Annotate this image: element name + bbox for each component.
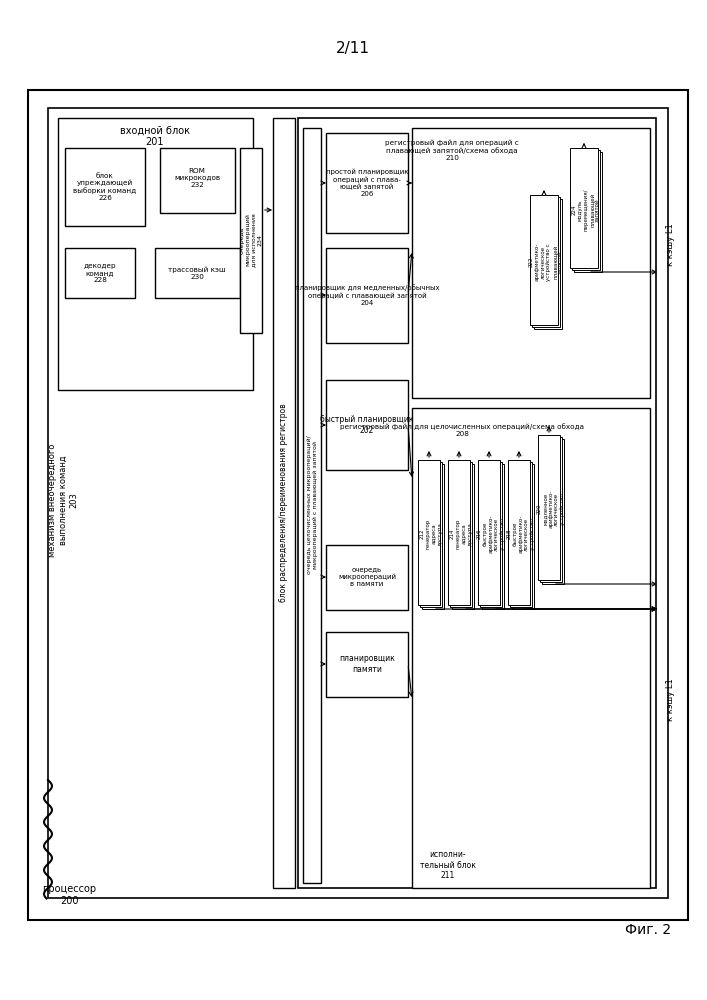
Bar <box>240 148 262 333</box>
Bar <box>480 462 502 607</box>
Bar <box>326 133 408 233</box>
Bar <box>448 460 470 605</box>
Bar <box>482 464 504 609</box>
Text: Фиг. 2: Фиг. 2 <box>625 923 671 937</box>
Text: регистровый файл для целочисленных операций/схема обхода
208: регистровый файл для целочисленных опера… <box>340 423 584 437</box>
Text: исполни-
тельный блок
211: исполни- тельный блок 211 <box>420 850 476 880</box>
Text: 220
медленное
арифметико-
логическое
устройство: 220 медленное арифметико- логическое уст… <box>537 490 565 528</box>
Bar <box>326 380 408 470</box>
Bar <box>422 464 444 609</box>
Bar <box>160 148 235 213</box>
Bar <box>420 462 442 607</box>
Bar <box>412 408 650 888</box>
Text: очередь целочисленных микроопераций/
микроопераций с плавающей запятой: очередь целочисленных микроопераций/ мик… <box>306 436 317 574</box>
Bar <box>510 462 532 607</box>
Text: к кэшу L1: к кэшу L1 <box>667 224 675 266</box>
Bar <box>572 150 600 270</box>
Bar <box>538 435 560 580</box>
Text: входной блок
201: входной блок 201 <box>120 125 190 147</box>
Text: очередь
микроопераций
для исполнения
234: очередь микроопераций для исполнения 234 <box>240 213 262 267</box>
Text: механизм внеочередного
выполнения команд
203: механизм внеочередного выполнения команд… <box>48 443 78 557</box>
Text: 212
генератор
адреса
доступа: 212 генератор адреса доступа <box>420 519 442 549</box>
Text: 2/11: 2/11 <box>336 40 370 55</box>
Bar <box>303 128 321 883</box>
Bar <box>273 118 295 888</box>
Bar <box>326 545 408 610</box>
Text: простой планировщик
операций с плава-
ющей запятой
206: простой планировщик операций с плава- ющ… <box>326 169 408 197</box>
Bar <box>326 632 408 697</box>
Text: 218
быстрое
арифметико-
логическое
устройство: 218 быстрое арифметико- логическое устро… <box>507 515 535 553</box>
Bar <box>65 148 145 226</box>
Bar <box>540 437 562 582</box>
Bar <box>530 195 558 325</box>
Text: блок распределения/переименования регистров: блок распределения/переименования регист… <box>279 404 288 602</box>
Bar <box>418 460 440 605</box>
Bar <box>412 128 650 398</box>
Bar <box>542 439 564 584</box>
Bar <box>570 148 598 268</box>
Text: планировщик для медленных/обычных
операций с плавающей запятой
204: планировщик для медленных/обычных операц… <box>295 284 439 306</box>
Text: 214
генератор
адреса
доступа: 214 генератор адреса доступа <box>450 519 472 549</box>
Text: очередь
микроопераций
в памяти: очередь микроопераций в памяти <box>338 567 396 587</box>
Bar <box>534 199 562 329</box>
Bar <box>450 462 472 607</box>
Text: трассовый кэш
230: трассовый кэш 230 <box>168 266 226 280</box>
Bar <box>58 118 253 390</box>
Text: 222
арифметико-
логическое
устройство с
плавающей
запятой: 222 арифметико- логическое устройство с … <box>529 243 563 281</box>
Text: 216
быстрое
арифметико-
логическое
устройство: 216 быстрое арифметико- логическое устро… <box>477 515 506 553</box>
Text: планировщик
памяти: планировщик памяти <box>339 654 395 674</box>
Text: блок
упреждающей
выборки команд
226: блок упреждающей выборки команд 226 <box>74 173 136 201</box>
Text: декодер
команд
228: декодер команд 228 <box>83 263 117 283</box>
Bar <box>326 248 408 343</box>
Bar <box>28 90 688 920</box>
Bar <box>512 464 534 609</box>
Text: 224
модуль
перемещения/
плавающей
запятой: 224 модуль перемещения/ плавающей запято… <box>572 189 600 231</box>
Bar <box>574 152 602 272</box>
Text: ROM
микрокодов
232: ROM микрокодов 232 <box>174 168 220 188</box>
Bar <box>155 248 240 298</box>
Text: к кэшу L1: к кэшу L1 <box>667 679 675 721</box>
Bar <box>48 108 668 898</box>
Text: регистровый файл для операций с
плавающей запятой/схема обхода
210: регистровый файл для операций с плавающе… <box>385 139 519 161</box>
Text: быстрый планировщик
202: быстрый планировщик 202 <box>320 415 414 435</box>
Text: процессор
200: процессор 200 <box>42 884 96 906</box>
Bar <box>478 460 500 605</box>
Bar <box>532 197 560 327</box>
Bar <box>452 464 474 609</box>
Bar <box>298 118 656 888</box>
Bar <box>65 248 135 298</box>
Bar <box>508 460 530 605</box>
